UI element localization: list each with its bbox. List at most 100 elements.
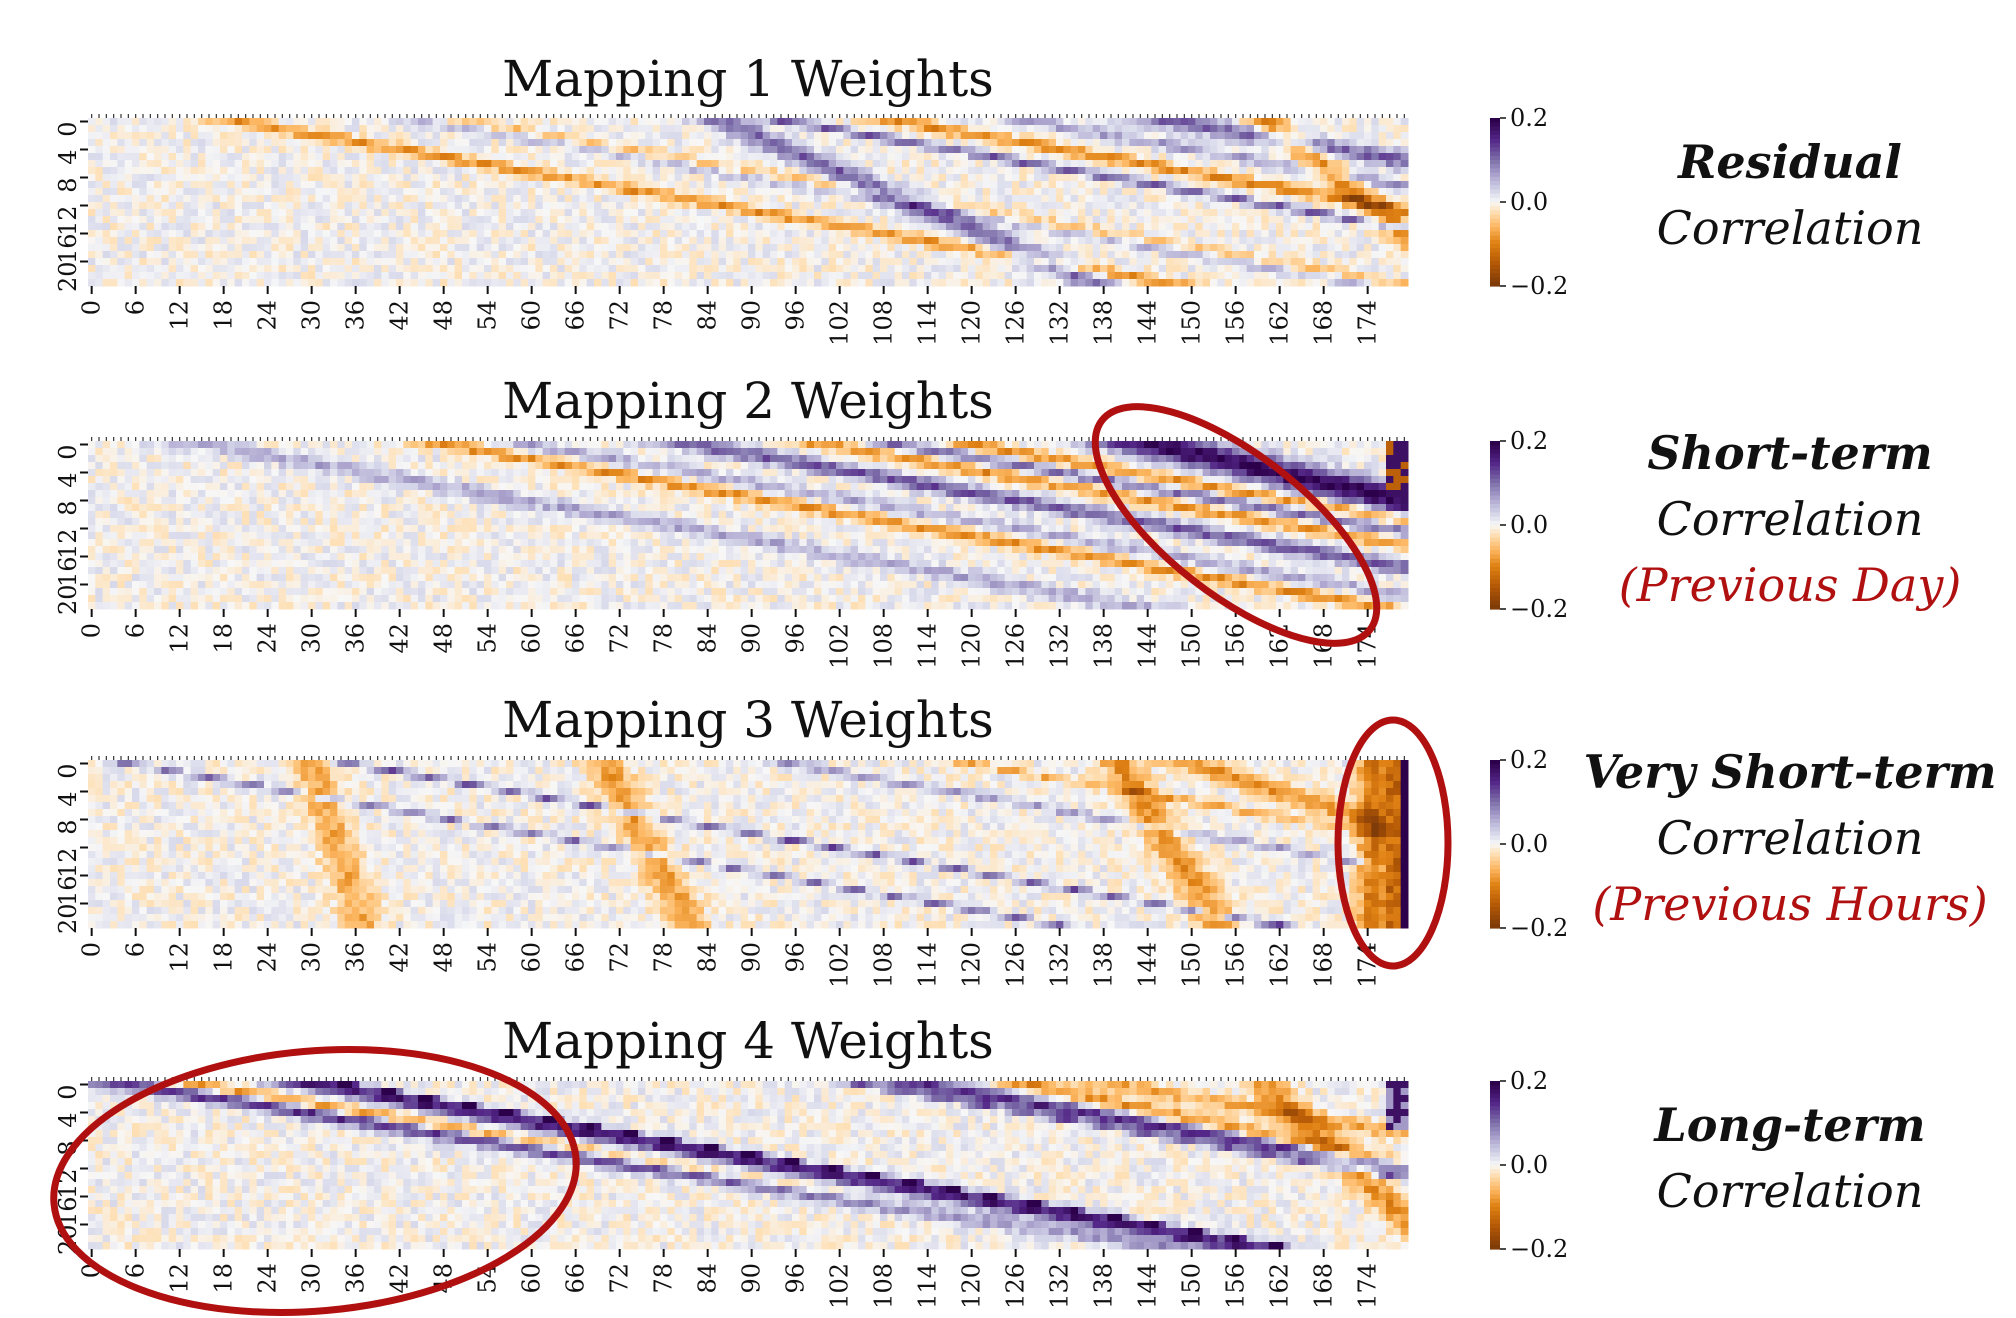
heatmap-cell [337, 237, 346, 245]
heatmap-cell [579, 167, 588, 175]
heatmap-cell [1283, 237, 1292, 245]
heatmap-cell [645, 265, 654, 273]
heatmap-cell [352, 132, 360, 140]
heatmap-cell [674, 195, 683, 203]
heatmap-cell [557, 251, 566, 259]
heatmap-cell [1012, 160, 1020, 168]
heatmap-cell [623, 272, 632, 280]
heatmap-cell [1210, 181, 1218, 189]
heatmap-cell [1004, 272, 1013, 280]
heatmap-cell [447, 202, 456, 210]
heatmap-cell [403, 153, 412, 161]
heatmap-cell [528, 160, 536, 168]
heatmap-cell [1078, 174, 1086, 182]
heatmap-cell [682, 272, 690, 280]
heatmap-cell [300, 441, 309, 449]
heatmap-cell [814, 139, 822, 147]
heatmap-cell [1268, 202, 1277, 210]
heatmap-cell [1019, 139, 1028, 147]
heatmap-cell [740, 216, 749, 224]
heatmap-cell [1268, 272, 1277, 280]
heatmap-cell [1342, 216, 1350, 224]
heatmap-cell [139, 125, 148, 133]
heatmap-cell [528, 441, 536, 449]
heatmap-cell [1342, 146, 1350, 154]
heatmap-cell [872, 202, 881, 210]
heatmap-cell [550, 272, 558, 280]
heatmap-cell [1166, 146, 1174, 154]
heatmap-cell [1276, 202, 1284, 210]
heatmap-cell [183, 441, 192, 449]
heatmap-cell [1188, 216, 1196, 224]
heatmap-cell [110, 146, 118, 154]
heatmap-cell [1048, 167, 1057, 175]
heatmap-cell [1298, 118, 1306, 126]
heatmap-cell [462, 244, 470, 252]
heatmap-cell [528, 153, 536, 161]
heatmap-cell [374, 132, 382, 140]
heatmap-cell [755, 188, 764, 196]
heatmap-cell [902, 230, 910, 238]
heatmap-cell [564, 237, 573, 245]
heatmap-cell [572, 272, 580, 280]
heatmap-cell [337, 125, 346, 133]
heatmap-cell [850, 125, 859, 133]
heatmap-cell [183, 146, 192, 154]
heatmap-cell [330, 167, 338, 175]
heatmap-cell [374, 153, 382, 161]
heatmap-cell [513, 441, 522, 449]
heatmap-cell [645, 181, 654, 189]
heatmap-cell [542, 118, 551, 126]
heatmap-cell [469, 167, 478, 175]
heatmap-cell [205, 265, 214, 273]
heatmap-cell [1195, 167, 1204, 175]
heatmap-cell [1283, 265, 1292, 273]
heatmap-cell [1327, 279, 1336, 287]
heatmap-cell [154, 202, 162, 210]
heatmap-cell [242, 167, 250, 175]
heatmap-cell [278, 118, 287, 126]
heatmap-cell [1232, 160, 1240, 168]
heatmap-cell [454, 279, 463, 287]
heatmap-cell [146, 272, 155, 280]
heatmap-cell [102, 251, 111, 259]
heatmap-cell [1400, 441, 1409, 449]
heatmap-cell [491, 146, 500, 154]
heatmap-cell [579, 188, 588, 196]
heatmap-cell [344, 258, 353, 266]
heatmap-cell [528, 202, 536, 210]
heatmap-cell [381, 118, 390, 126]
heatmap-cell [1144, 167, 1152, 175]
heatmap-cell [689, 272, 698, 280]
heatmap-cell [579, 265, 588, 273]
heatmap-cell [1041, 146, 1050, 154]
heatmap-cell [1070, 174, 1079, 182]
heatmap-cell [748, 258, 756, 266]
heatmap-cell [968, 125, 976, 133]
heatmap-cell [1144, 441, 1152, 449]
heatmap-cell [1056, 244, 1064, 252]
heatmap-cell [682, 237, 690, 245]
heatmap-cell [198, 237, 206, 245]
heatmap-cell [1034, 139, 1042, 147]
heatmap-cell [95, 195, 104, 203]
heatmap-cell [799, 202, 808, 210]
heatmap-cell [1378, 118, 1387, 126]
heatmap-cell [550, 195, 558, 203]
heatmap-cell [1349, 251, 1358, 259]
heatmap-cell [498, 195, 507, 203]
heatmap-cell [234, 272, 243, 280]
heatmap-cell [491, 125, 500, 133]
heatmap-cell [630, 160, 639, 168]
heatmap-cell [850, 223, 859, 231]
heatmap-cell [220, 209, 228, 217]
heatmap-cell [1092, 279, 1101, 287]
heatmap-cell [1210, 209, 1218, 217]
heatmap-cell [1136, 174, 1145, 182]
heatmap-cell [110, 174, 118, 182]
heatmap-cell [850, 188, 859, 196]
heatmap-cell [990, 118, 998, 126]
heatmap-cell [872, 174, 881, 182]
heatmap-cell [220, 139, 228, 147]
heatmap-cell [1232, 251, 1240, 259]
